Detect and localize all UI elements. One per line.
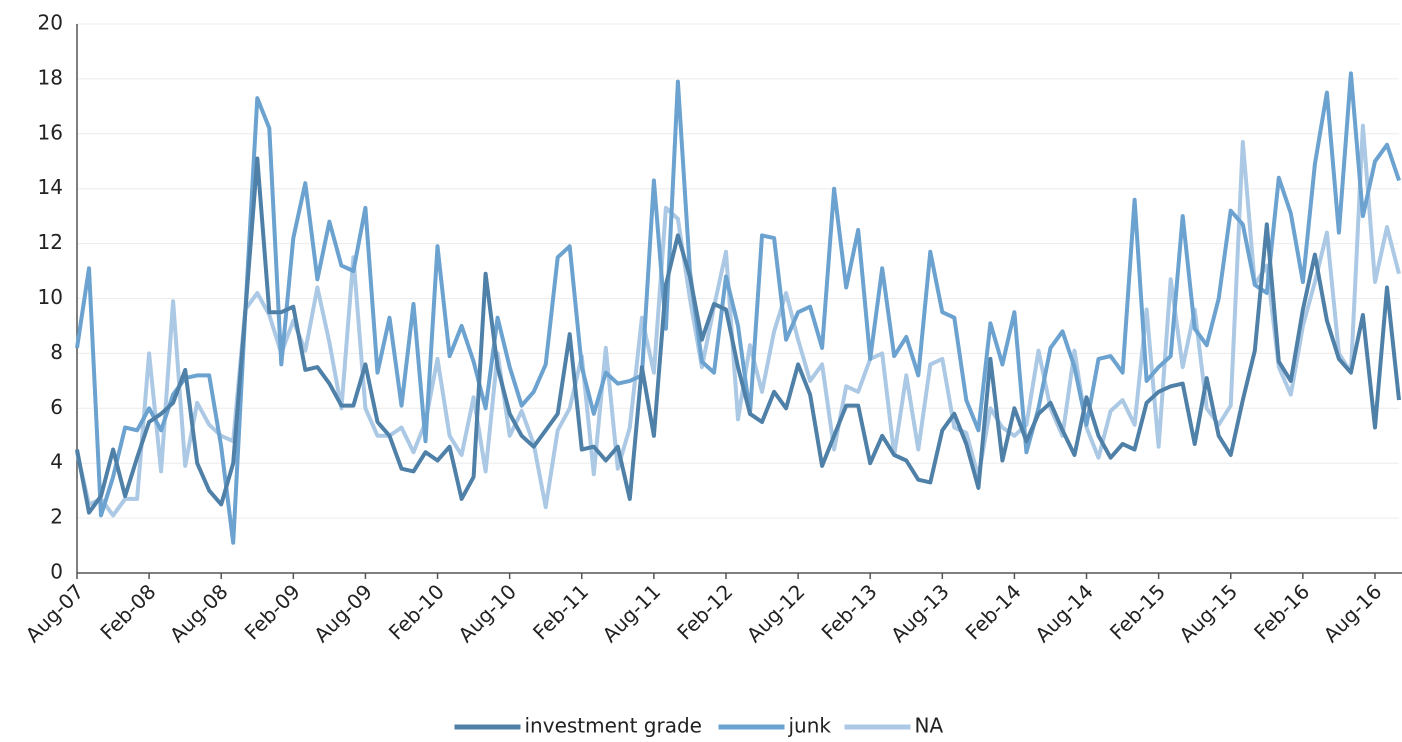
y-tick-label: 18 — [38, 65, 63, 89]
x-tick-label: Aug-08 — [165, 579, 233, 647]
y-tick-label: 10 — [38, 285, 63, 309]
x-tick-label: Aug-07 — [21, 579, 89, 647]
x-tick-label: Feb-16 — [1249, 579, 1314, 644]
y-tick-label: 4 — [50, 450, 63, 474]
legend-label: NA — [915, 714, 944, 738]
x-tick-label: Feb-10 — [384, 579, 449, 644]
x-tick-label: Aug-09 — [309, 579, 377, 647]
x-tick-label: Aug-15 — [1174, 579, 1242, 647]
y-tick-label: 0 — [50, 560, 63, 584]
x-tick-label: Feb-08 — [95, 579, 160, 644]
line-series — [75, 71, 1401, 545]
legend-label: junk — [788, 714, 832, 738]
x-tick-label: Aug-11 — [598, 579, 666, 647]
x-tick-label: Aug-13 — [886, 579, 954, 647]
y-tick-label: 2 — [50, 505, 63, 529]
y-tick-label: 14 — [38, 175, 63, 199]
line-series — [75, 156, 1401, 515]
x-tick-label: Aug-14 — [1030, 579, 1098, 647]
y-tick-label: 20 — [38, 11, 63, 35]
y-tick-label: 16 — [38, 120, 63, 144]
x-tick-label: Feb-14 — [961, 579, 1026, 644]
x-tick-label: Feb-12 — [672, 579, 737, 644]
x-tick-label: Feb-11 — [528, 579, 593, 644]
x-tick-label: Aug-12 — [742, 579, 810, 647]
x-tick-label: Feb-13 — [817, 579, 882, 644]
y-tick-label: 6 — [50, 395, 63, 419]
x-tick-label: Aug-10 — [453, 579, 521, 647]
x-tick-label: Feb-15 — [1105, 579, 1170, 644]
x-tick-label: Aug-16 — [1319, 579, 1387, 647]
legend-label: investment grade — [525, 714, 702, 738]
y-tick-label: 8 — [50, 340, 63, 364]
y-tick-label: 12 — [38, 230, 63, 254]
x-tick-label: Feb-09 — [240, 579, 305, 644]
